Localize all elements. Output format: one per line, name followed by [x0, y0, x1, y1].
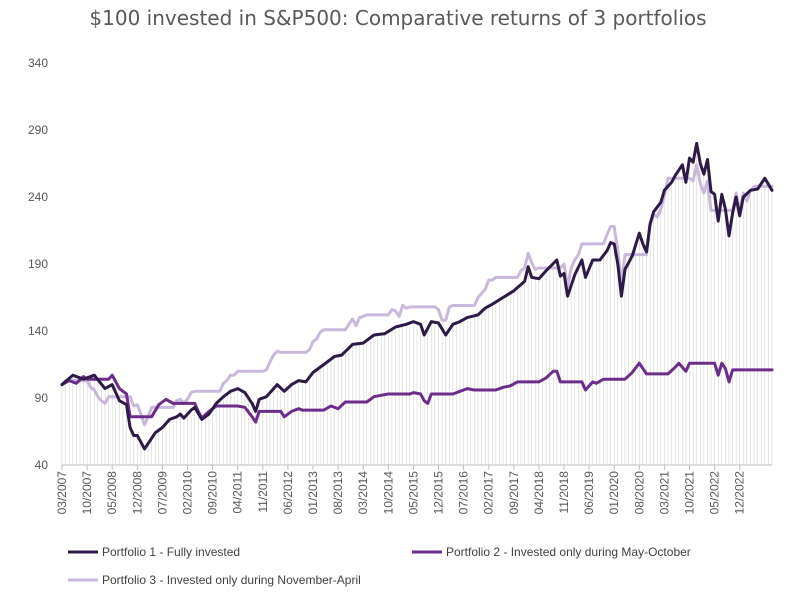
x-tick-label: 08/2013	[331, 471, 345, 515]
x-tick-label: 11/2018	[557, 471, 571, 514]
y-tick-label: 140	[28, 324, 48, 338]
x-tick-label: 11/2011	[256, 471, 270, 513]
x-tick-label: 05/2008	[105, 471, 119, 515]
x-tick-label: 04/2018	[532, 471, 546, 515]
chart-title: $100 invested in S&P500: Comparative ret…	[89, 6, 707, 30]
x-tick-label: 12/2015	[432, 471, 446, 515]
x-tick-label: 03/2021	[657, 471, 671, 515]
x-tick-label: 10/2014	[381, 471, 395, 515]
y-tick-label: 240	[28, 190, 48, 204]
x-tick-label: 05/2022	[708, 471, 722, 515]
x-tick-label: 10/2007	[80, 471, 94, 515]
x-tick-label: 07/2009	[155, 471, 169, 515]
y-tick-label: 90	[35, 391, 49, 405]
x-tick-label: 03/2014	[356, 471, 370, 515]
x-tick-label: 05/2015	[406, 471, 420, 515]
series-lines	[60, 141, 774, 451]
x-tick-label: 09/2017	[507, 471, 521, 515]
y-tick-label: 290	[28, 123, 48, 137]
x-tick-label: 03/2007	[55, 471, 69, 515]
y-axis: 40 90 140 190 240 290 340	[28, 56, 48, 472]
series-line-portfolio-1	[60, 141, 774, 451]
x-tick-label: 06/2012	[281, 471, 295, 515]
x-tick-label: 02/2017	[482, 471, 496, 515]
legend: Portfolio 1 - Fully invested Portfolio 2 …	[68, 545, 691, 587]
x-tick-label: 09/2010	[206, 471, 220, 515]
x-axis: 03/2007 10/2007 05/2008 12/2008 07/2009 02/20…	[55, 464, 772, 515]
x-tick-label: 12/2008	[130, 471, 144, 515]
x-tick-label: 02/2010	[181, 471, 195, 515]
x-tick-label: 10/2021	[683, 471, 697, 515]
legend-label-portfolio-2: Portfolio 2 - Invested only during May-O…	[446, 545, 691, 559]
y-tick-label: 190	[28, 257, 48, 271]
x-tick-label: 08/2020	[632, 471, 646, 515]
x-tick-label: 06/2019	[582, 471, 596, 515]
legend-label-portfolio-3: Portfolio 3 - Invested only during Novem…	[102, 573, 361, 587]
x-tick-label: 01/2013	[306, 471, 320, 515]
series-line-portfolio-2	[60, 361, 774, 424]
legend-label-portfolio-1: Portfolio 1 - Fully invested	[102, 545, 240, 559]
x-tick-label: 12/2022	[733, 471, 747, 515]
y-tick-label: 340	[28, 56, 48, 70]
x-tick-label: 01/2020	[607, 471, 621, 515]
x-tick-label: 07/2016	[457, 471, 471, 515]
y-tick-label: 40	[35, 458, 49, 472]
x-tick-label: 04/2011	[231, 471, 245, 514]
